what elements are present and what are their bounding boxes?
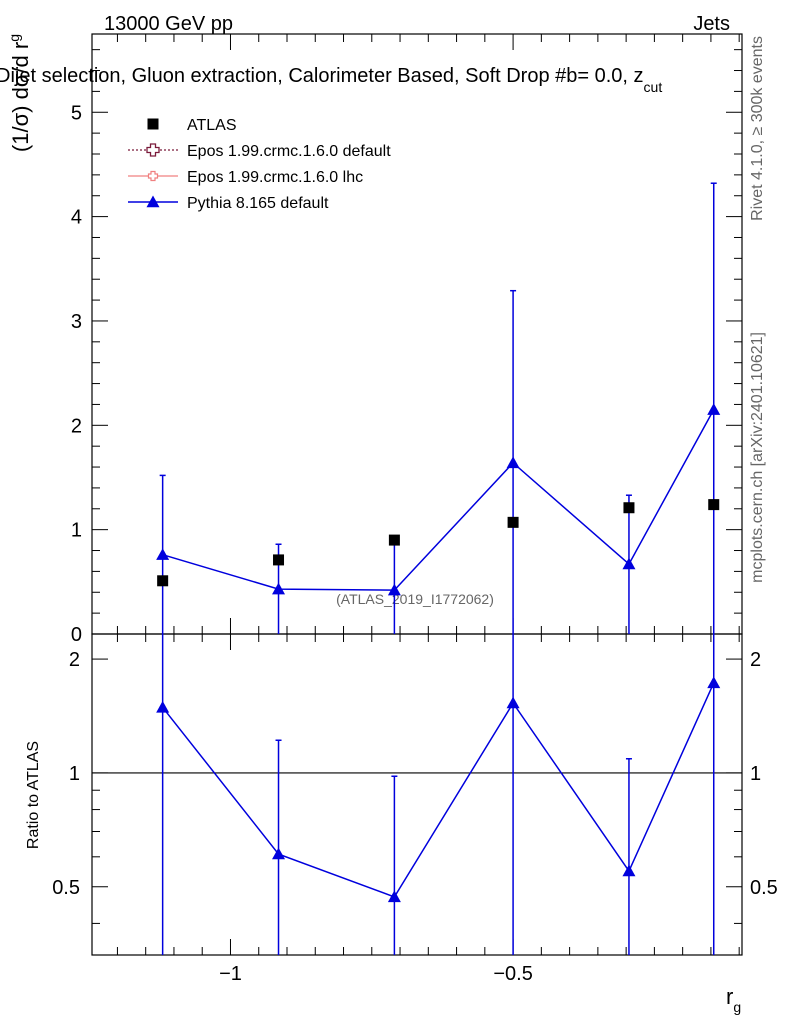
ratio-point xyxy=(506,696,520,709)
analysis-watermark: (ATLAS_2019_I1772062) xyxy=(336,591,494,607)
plot-title: Dijet selection, Gluon extraction, Calor… xyxy=(0,65,662,95)
pythia-point xyxy=(272,582,286,595)
atlas-point xyxy=(708,499,720,511)
pythia-point xyxy=(506,456,520,469)
y-tick-label-main: 3 xyxy=(71,311,82,333)
y-tick-label-main: 4 xyxy=(71,207,82,229)
x-axis-label-sub: g xyxy=(733,999,741,1015)
x-axis-label: rg xyxy=(726,984,741,1015)
atlas-point xyxy=(273,554,285,566)
legend-marker-epos-lhc xyxy=(147,170,159,182)
y-tick-label-ratio-right: 0.5 xyxy=(750,877,778,899)
ratio-point xyxy=(156,700,170,713)
atlas-point xyxy=(623,502,635,514)
legend-label: Epos 1.99.crmc.1.6.0 lhc xyxy=(187,169,363,186)
x-axis-label-main: r xyxy=(726,984,733,1009)
y-tick-label-main: 0 xyxy=(71,624,82,646)
legend-marker-pythia xyxy=(146,195,160,208)
pythia-point xyxy=(156,548,170,560)
mcplots-label: mcplots.cern.ch [arXiv:2401.10621] xyxy=(749,332,766,583)
pythia-line xyxy=(162,409,715,591)
atlas-point xyxy=(507,516,519,528)
main-panel-ticks: 0 1 2 3 4 5 xyxy=(71,34,742,646)
ratio-line xyxy=(162,682,715,898)
pythia-point xyxy=(622,557,636,570)
pythia-point xyxy=(707,403,721,415)
plot-title-sub: cut xyxy=(644,79,663,95)
rivet-label: Rivet 4.1.0, ≥ 300k events xyxy=(749,36,766,221)
atlas-point xyxy=(388,534,400,546)
y-tick-label-ratio: 0.5 xyxy=(52,877,80,899)
y-axis-label-top-sub: g xyxy=(6,34,22,42)
legend: ATLAS Epos 1.99.crmc.1.6.0 default Epos 1.… xyxy=(128,117,391,212)
ratio-panel-series xyxy=(156,634,721,955)
legend-label: Pythia 8.165 default xyxy=(187,195,329,212)
legend-marker-atlas xyxy=(147,118,159,130)
y-tick-label-ratio-right: 1 xyxy=(750,763,761,785)
y-axis-label-ratio: Ratio to ATLAS xyxy=(25,741,42,849)
energy-label: 13000 GeV pp xyxy=(104,13,233,35)
y-axis-label-top-main: (1/σ) dσ/d r xyxy=(8,42,33,152)
ratio-panel-frame xyxy=(91,633,743,956)
ratio-panel-border xyxy=(91,633,743,956)
main-panel-series xyxy=(156,182,721,634)
ratio-point xyxy=(272,847,286,860)
y-tick-label-main: 2 xyxy=(71,415,82,437)
y-tick-label-ratio: 1 xyxy=(69,763,80,785)
ratio-point xyxy=(707,676,721,689)
y-tick-label-main: 5 xyxy=(71,102,82,124)
y-tick-label-ratio: 2 xyxy=(69,649,80,671)
pythia-point xyxy=(387,583,401,596)
x-tick-label: −0.5 xyxy=(493,963,532,985)
atlas-point xyxy=(157,575,169,587)
jets-label: Jets xyxy=(693,13,730,35)
legend-marker-epos-default xyxy=(146,143,160,157)
legend-label: Epos 1.99.crmc.1.6.0 default xyxy=(187,143,391,160)
y-tick-label-ratio-right: 2 xyxy=(750,649,761,671)
x-tick-label: −1 xyxy=(219,963,242,985)
legend-label: ATLAS xyxy=(187,117,237,134)
ratio-panel-ticks: −1 −0.5 0.5 0.5 1 1 2 2 xyxy=(52,634,778,985)
plot-title-main: Dijet selection, Gluon extraction, Calor… xyxy=(0,65,644,87)
y-axis-label-top: (1/σ) dσ/d rg xyxy=(6,34,33,152)
y-tick-label-main: 1 xyxy=(71,520,82,542)
ratio-point xyxy=(622,864,636,877)
ratio-point xyxy=(387,890,401,903)
